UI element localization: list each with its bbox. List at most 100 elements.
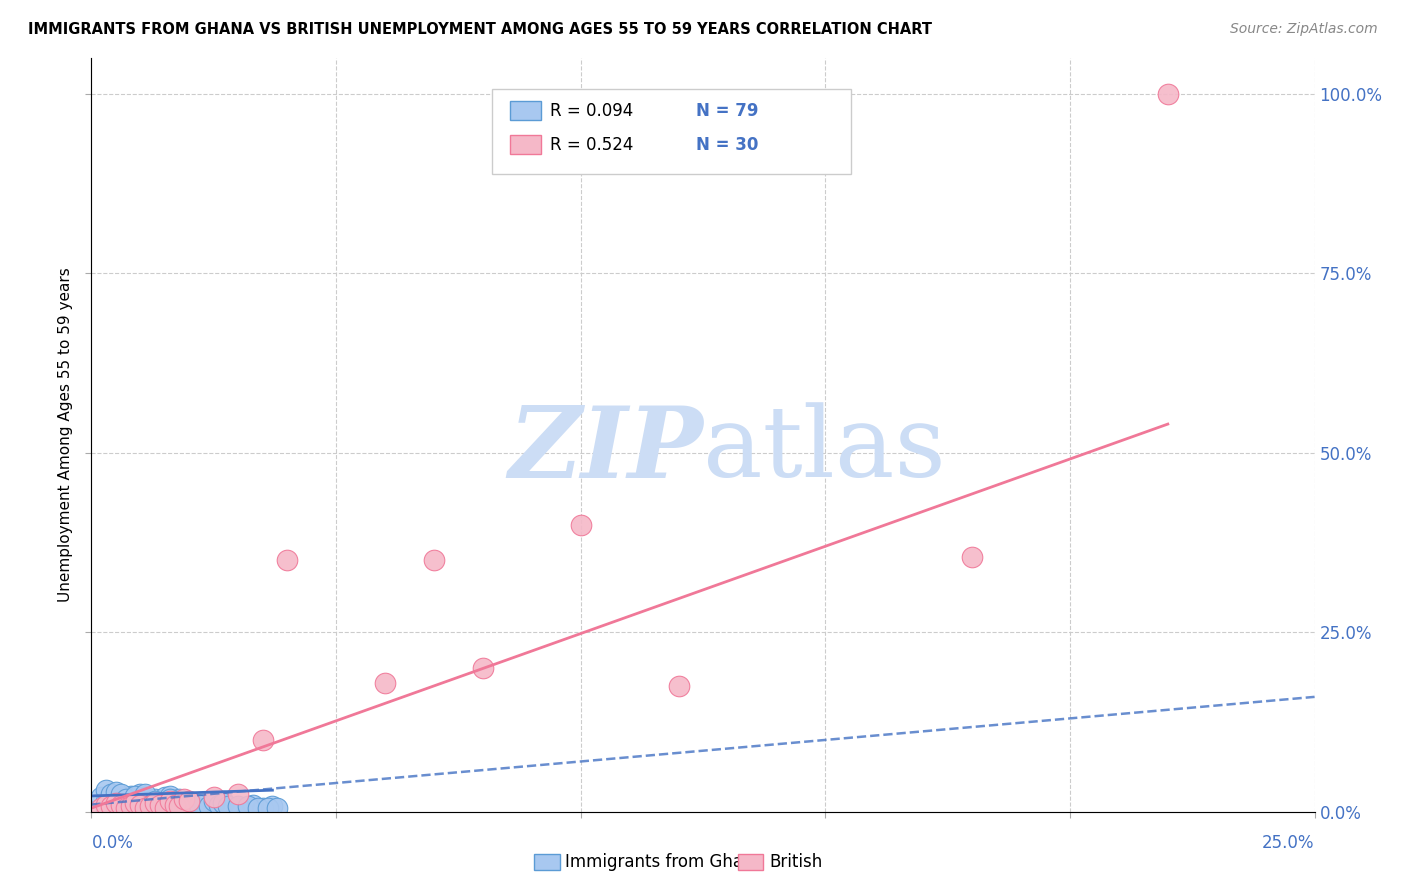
Point (104, 801, 127, 815)
Point (153, 801, 176, 815)
Y-axis label: Unemployment Among Ages 55 to 59 years: Unemployment Among Ages 55 to 59 years (58, 268, 73, 602)
Text: ZIP: ZIP (508, 401, 703, 498)
Point (149, 796, 172, 810)
Point (276, 553, 298, 567)
Point (94, 794, 117, 808)
Point (124, 799, 146, 814)
Point (256, 801, 278, 815)
Text: atlas: atlas (703, 402, 946, 498)
Point (143, 801, 166, 815)
Point (110, 792, 132, 806)
Text: IMMIGRANTS FROM GHANA VS BRITISH UNEMPLOYMENT AMONG AGES 55 TO 59 YEARS CORRELAT: IMMIGRANTS FROM GHANA VS BRITISH UNEMPLO… (28, 22, 932, 37)
Point (110, 797, 132, 812)
Point (110, 801, 132, 815)
Point (149, 797, 172, 812)
Point (179, 796, 201, 810)
Point (179, 794, 201, 808)
Point (120, 797, 142, 812)
Point (173, 792, 195, 806)
Point (134, 799, 156, 814)
Point (114, 796, 136, 810)
Point (193, 801, 215, 815)
Point (163, 794, 186, 808)
Point (94, 783, 117, 797)
Point (124, 789, 146, 803)
Point (129, 797, 152, 812)
Text: 0.0%: 0.0% (91, 834, 134, 852)
Point (236, 801, 259, 815)
Point (236, 799, 259, 814)
Point (139, 794, 162, 808)
Point (124, 796, 146, 810)
Point (212, 796, 235, 810)
Text: Source: ZipAtlas.com: Source: ZipAtlas.com (1230, 22, 1378, 37)
Point (169, 799, 191, 814)
Point (198, 799, 221, 814)
Point (169, 801, 191, 815)
Text: R = 0.094: R = 0.094 (550, 102, 633, 120)
Point (134, 790, 156, 805)
Point (100, 787, 122, 801)
Point (374, 675, 396, 690)
Point (198, 799, 221, 814)
Point (212, 794, 235, 808)
Point (143, 792, 166, 806)
Point (104, 797, 127, 812)
Point (153, 801, 176, 815)
Point (94, 797, 117, 812)
Point (100, 799, 122, 814)
Point (266, 801, 288, 815)
Point (129, 801, 152, 815)
Point (188, 801, 211, 815)
Point (202, 790, 225, 805)
Point (252, 733, 274, 747)
Point (262, 799, 284, 814)
Point (163, 797, 186, 812)
Point (183, 799, 205, 814)
Point (100, 799, 122, 814)
Point (668, 679, 690, 693)
Point (90, 790, 112, 805)
Point (173, 797, 195, 812)
Point (149, 799, 172, 814)
Point (134, 801, 156, 815)
Point (104, 790, 127, 805)
Point (169, 792, 191, 806)
Point (217, 799, 239, 814)
Point (124, 792, 146, 806)
Point (207, 797, 229, 812)
Point (114, 801, 136, 815)
Point (134, 787, 156, 801)
Point (423, 553, 446, 567)
Text: R = 0.524: R = 0.524 (550, 136, 633, 153)
Point (159, 789, 181, 803)
Point (114, 801, 136, 815)
Point (471, 661, 494, 675)
Point (159, 801, 181, 815)
Point (120, 801, 142, 815)
Point (569, 517, 592, 532)
Point (960, 549, 983, 564)
Point (129, 796, 152, 810)
Text: N = 79: N = 79 (696, 102, 758, 120)
Point (226, 787, 249, 801)
Point (202, 794, 225, 808)
Text: Immigrants from Ghana: Immigrants from Ghana (565, 853, 763, 871)
Point (143, 794, 166, 808)
Point (226, 801, 249, 815)
Point (120, 796, 142, 810)
Point (246, 801, 269, 815)
Point (90, 801, 112, 815)
Point (252, 801, 274, 815)
Point (139, 797, 162, 812)
Point (202, 797, 225, 812)
Text: British: British (769, 853, 823, 871)
Point (129, 794, 152, 808)
Point (114, 792, 136, 806)
Point (110, 797, 132, 812)
Point (120, 799, 142, 814)
Point (129, 787, 152, 801)
Point (100, 790, 122, 805)
Point (217, 801, 239, 815)
Point (226, 799, 249, 814)
